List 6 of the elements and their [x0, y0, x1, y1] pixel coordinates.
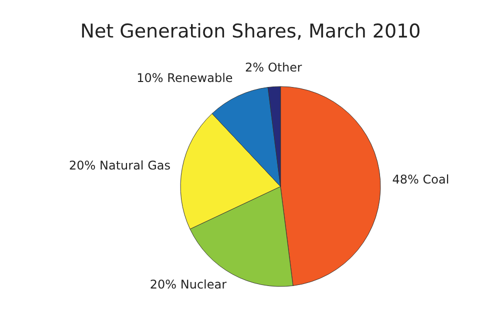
slice-label: 10% Renewable [136, 71, 233, 86]
slice-label: 20% Nuclear [150, 278, 227, 292]
chart-title: Net Generation Shares, March 2010 [80, 20, 421, 42]
slice-label: 20% Natural Gas [69, 158, 170, 173]
slice-label: 2% Other [245, 60, 302, 75]
slice-label: 48% Coal [392, 172, 450, 186]
